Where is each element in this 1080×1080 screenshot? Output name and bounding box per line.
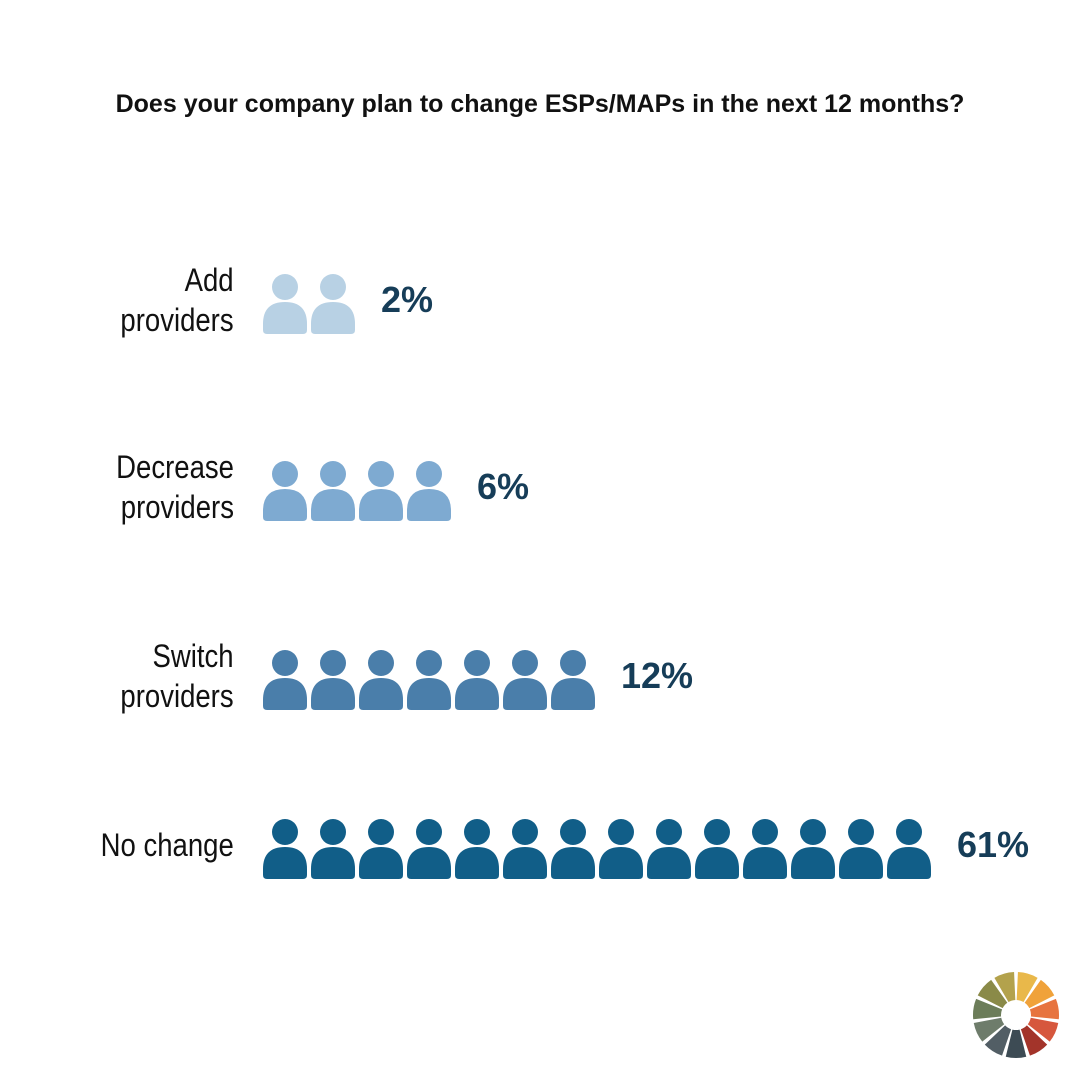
person-icon bbox=[647, 819, 691, 879]
person-icon bbox=[791, 819, 835, 879]
chart-row: No change 61% bbox=[0, 795, 1080, 895]
value-label: 2% bbox=[381, 279, 434, 320]
logo-segment bbox=[973, 998, 1003, 1020]
logo-segment bbox=[977, 979, 1008, 1009]
person-icon bbox=[359, 650, 403, 710]
value-label: 6% bbox=[477, 466, 530, 507]
person-icon bbox=[887, 819, 931, 879]
logo-segment bbox=[1020, 1025, 1048, 1056]
chart-row: Decrease providers 6% bbox=[0, 437, 1080, 537]
color-wheel-logo-icon bbox=[973, 972, 1059, 1058]
icon-group bbox=[263, 274, 359, 334]
chart-title: Does your company plan to change ESPs/MA… bbox=[115, 90, 965, 118]
logo-segment bbox=[1024, 979, 1055, 1009]
person-icon bbox=[311, 274, 355, 334]
person-icon bbox=[263, 274, 307, 334]
category-label-line: No change bbox=[100, 827, 234, 863]
person-icon bbox=[839, 819, 883, 879]
person-icon bbox=[551, 650, 595, 710]
person-icon bbox=[503, 819, 547, 879]
person-icon bbox=[743, 819, 787, 879]
icon-group bbox=[263, 650, 599, 710]
person-icon bbox=[455, 650, 499, 710]
person-icon bbox=[263, 461, 307, 521]
category-label: No change bbox=[101, 795, 234, 895]
person-icon bbox=[599, 819, 643, 879]
category-label-line: Add bbox=[185, 262, 234, 298]
category-label-line: providers bbox=[120, 678, 234, 714]
person-icon bbox=[359, 461, 403, 521]
category-label-line: Decrease bbox=[116, 449, 234, 485]
person-icon bbox=[263, 819, 307, 879]
logo-segment bbox=[1027, 1017, 1059, 1042]
value-label: 61% bbox=[957, 824, 1030, 865]
logo-segment bbox=[1029, 998, 1059, 1020]
person-icon bbox=[551, 819, 595, 879]
chart-row: Add providers 2% bbox=[0, 250, 1080, 350]
chart-row: Switch providers 12% bbox=[0, 626, 1080, 726]
person-icon bbox=[359, 819, 403, 879]
person-icon bbox=[407, 461, 451, 521]
person-icon bbox=[503, 650, 547, 710]
logo-segment bbox=[1005, 1029, 1027, 1058]
category-label-line: Switch bbox=[152, 638, 234, 674]
person-icon bbox=[407, 650, 451, 710]
icon-group bbox=[263, 819, 935, 879]
category-label-line: providers bbox=[120, 489, 234, 525]
person-icon bbox=[311, 650, 355, 710]
logo-segment bbox=[973, 1017, 1005, 1042]
category-label-line: providers bbox=[120, 302, 234, 338]
person-icon bbox=[263, 650, 307, 710]
logo-segment bbox=[1016, 972, 1038, 1003]
person-icon bbox=[407, 819, 451, 879]
icon-group bbox=[263, 461, 455, 521]
category-label: Add providers bbox=[121, 250, 234, 350]
person-icon bbox=[311, 461, 355, 521]
logo-segment bbox=[994, 972, 1016, 1003]
person-icon bbox=[695, 819, 739, 879]
logo-segment bbox=[984, 1025, 1012, 1056]
person-icon bbox=[311, 819, 355, 879]
person-icon bbox=[455, 819, 499, 879]
category-label: Decrease providers bbox=[116, 437, 234, 537]
value-label: 12% bbox=[621, 655, 694, 696]
category-label: Switch providers bbox=[121, 626, 234, 726]
